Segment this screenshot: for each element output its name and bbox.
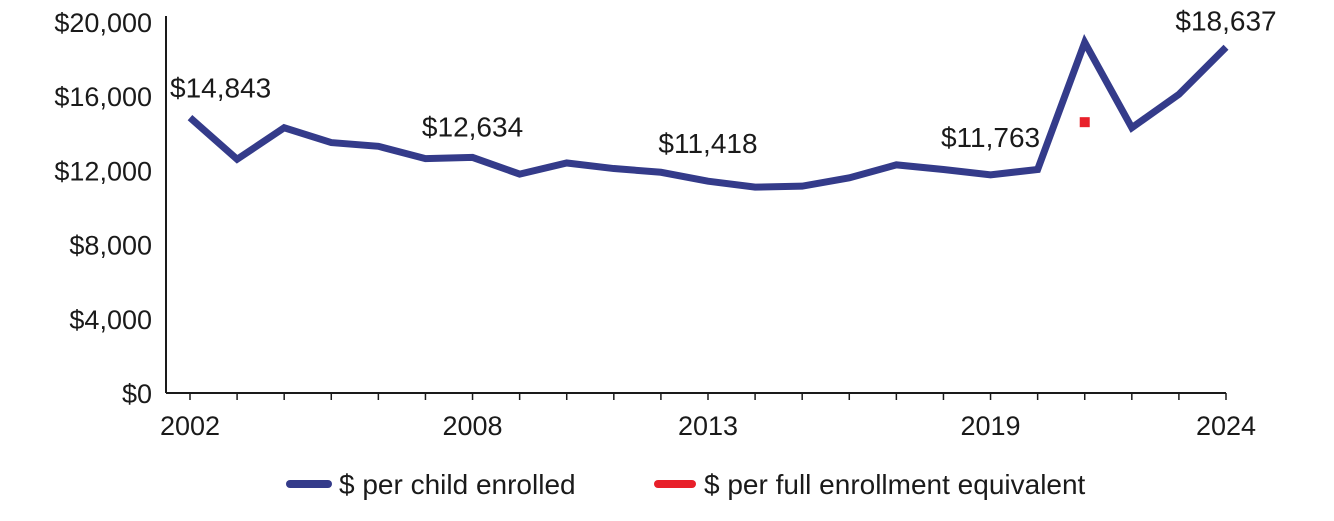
marker-per-full-enrollment-equivalent	[1079, 117, 1090, 128]
data-labels: $14,843 $12,634 $11,418 $11,763 $18,637	[170, 5, 1277, 159]
y-axis: $0 $4,000 $8,000 $12,000 $16,000 $20,000	[54, 8, 167, 409]
series-line-per-child-enrolled	[187, 34, 1229, 191]
x-tick-label: 2002	[160, 411, 220, 441]
data-label: $12,634	[422, 112, 523, 143]
x-axis: 2002 2008 2013 2019 2024	[160, 392, 1256, 441]
data-label: $11,763	[941, 122, 1040, 153]
y-tick-label: $4,000	[69, 305, 152, 335]
y-tick-label: $8,000	[69, 231, 152, 261]
x-tick-label: 2019	[961, 411, 1021, 441]
plot-area	[187, 34, 1229, 191]
legend: $ per child enrolled $ per full enrollmen…	[286, 469, 1086, 500]
x-tick-label: 2024	[1196, 411, 1256, 441]
data-label: $11,418	[658, 128, 757, 159]
y-tick-label: $12,000	[54, 156, 152, 186]
legend-label: $ per full enrollment equivalent	[704, 469, 1086, 500]
x-tick-label: 2013	[678, 411, 738, 441]
y-tick-label: $16,000	[54, 82, 152, 112]
legend-label: $ per child enrolled	[339, 469, 576, 500]
x-tick-label: 2008	[443, 411, 503, 441]
data-label: $14,843	[170, 73, 271, 104]
y-tick-label: $0	[122, 379, 152, 409]
y-tick-label: $20,000	[54, 8, 152, 38]
data-label: $18,637	[1175, 5, 1276, 36]
